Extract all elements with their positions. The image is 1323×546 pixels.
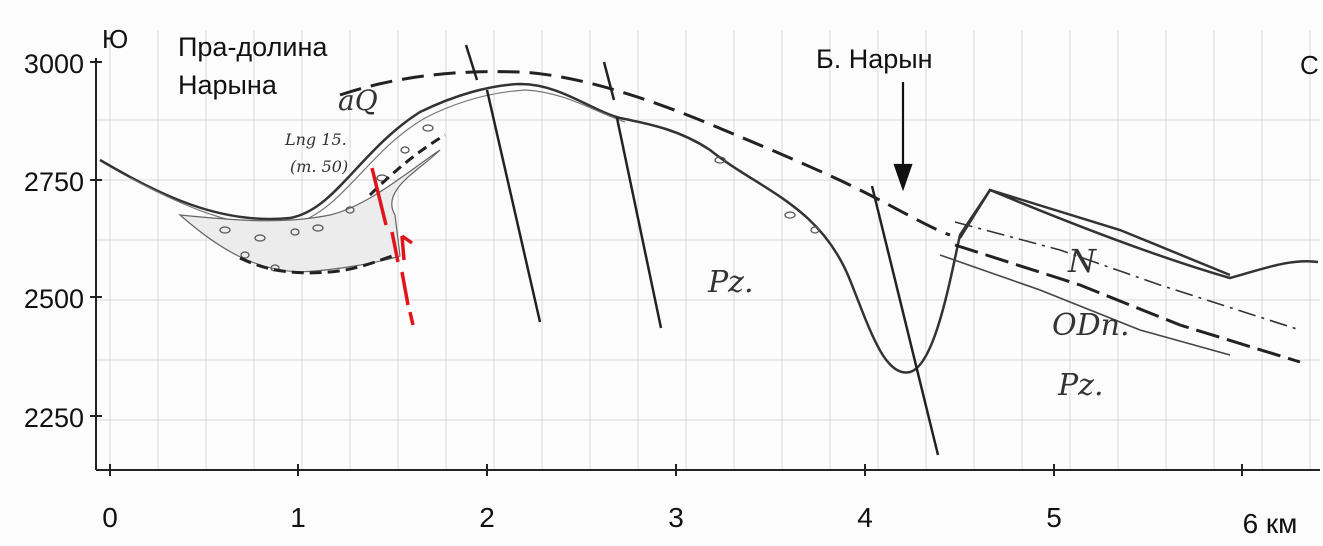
x-tick-4: 4	[857, 502, 873, 533]
basement-boundary	[239, 254, 393, 275]
annotation-odn: ODn.	[1052, 308, 1130, 343]
red-fault	[370, 167, 415, 326]
annotation-n: N	[1067, 242, 1097, 280]
x-tick-3: 3	[668, 502, 684, 533]
y-tick-2250: 2250	[24, 403, 84, 433]
inner-boundary	[368, 133, 446, 197]
x-tick-6: 6 км	[1243, 508, 1298, 539]
orientation-left: Ю	[102, 24, 128, 54]
y-tick-2750: 2750	[24, 167, 84, 197]
gravel-marks	[219, 124, 820, 272]
fault-3km	[615, 117, 663, 329]
annotation-sample2: (т. 50)	[290, 157, 348, 176]
ode-boundary	[954, 243, 1301, 364]
annotation-sample1: Lng 15.	[284, 130, 347, 149]
annotation-aq: aQ	[338, 84, 378, 117]
fault-river	[870, 185, 940, 456]
upper-envelope	[339, 70, 951, 237]
neogene-dashdot	[954, 221, 1301, 331]
river-label: Б. Нарын	[816, 44, 933, 74]
surface-profile	[99, 82, 1319, 374]
annotation-pz2: Pz.	[1057, 368, 1104, 403]
title-line1: Пра-долина	[178, 32, 328, 62]
faults	[464, 44, 940, 456]
lower-dash	[939, 254, 1231, 356]
neogene-block-top	[958, 188, 1231, 277]
title-line2: Нарына	[178, 70, 278, 100]
x-tick-1: 1	[290, 502, 306, 533]
x-tick-2: 2	[479, 502, 495, 533]
river-arrow	[893, 82, 913, 192]
x-tick-5: 5	[1046, 502, 1062, 533]
x-tick-0: 0	[102, 502, 118, 533]
y-tick-3000: 3000	[24, 49, 84, 79]
annotation-pz1: Pz.	[707, 265, 754, 300]
fault-2km	[485, 89, 542, 323]
orientation-right: С	[1300, 50, 1319, 80]
y-tick-2500: 2500	[24, 284, 84, 314]
axes	[90, 58, 1320, 476]
